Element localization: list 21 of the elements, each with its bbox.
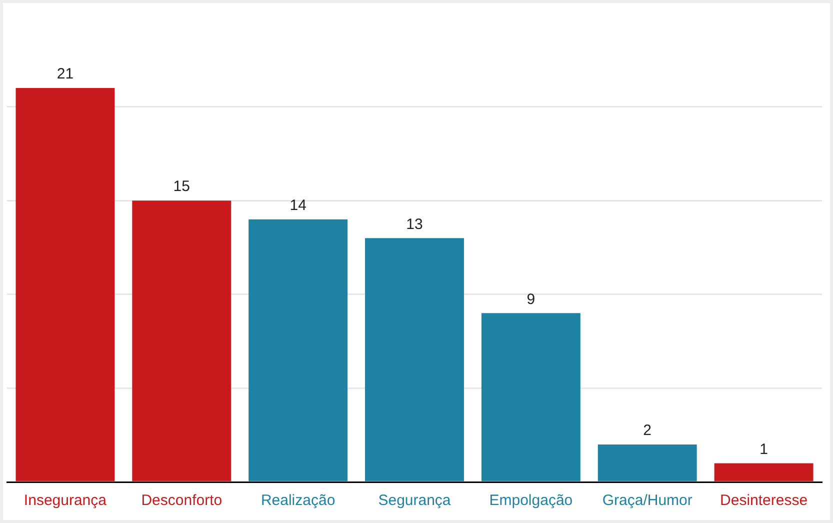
x-tick-label: Empolgação	[489, 492, 573, 510]
bar	[481, 313, 580, 482]
x-tick-label: Desconforto	[141, 492, 222, 510]
data-label: 21	[56, 66, 74, 83]
data-label: 15	[173, 178, 190, 196]
bar	[132, 200, 232, 482]
bar	[598, 444, 697, 482]
x-tick-label: Realização	[260, 492, 336, 510]
x-tick-label: Desinteresse	[720, 492, 808, 510]
data-label: 13	[406, 216, 423, 233]
x-tick-label: Segurança	[378, 492, 452, 510]
x-tick-label: Insegurança	[24, 492, 108, 510]
data-label: 14	[290, 197, 306, 214]
data-label: 9	[526, 290, 536, 308]
x-tick-label: Graça/Humor	[602, 492, 692, 510]
data-label: 1	[760, 440, 768, 458]
data-label: 2	[643, 422, 652, 440]
bar	[16, 88, 115, 482]
bar	[714, 463, 814, 482]
bar	[248, 219, 348, 482]
bar	[365, 238, 464, 482]
